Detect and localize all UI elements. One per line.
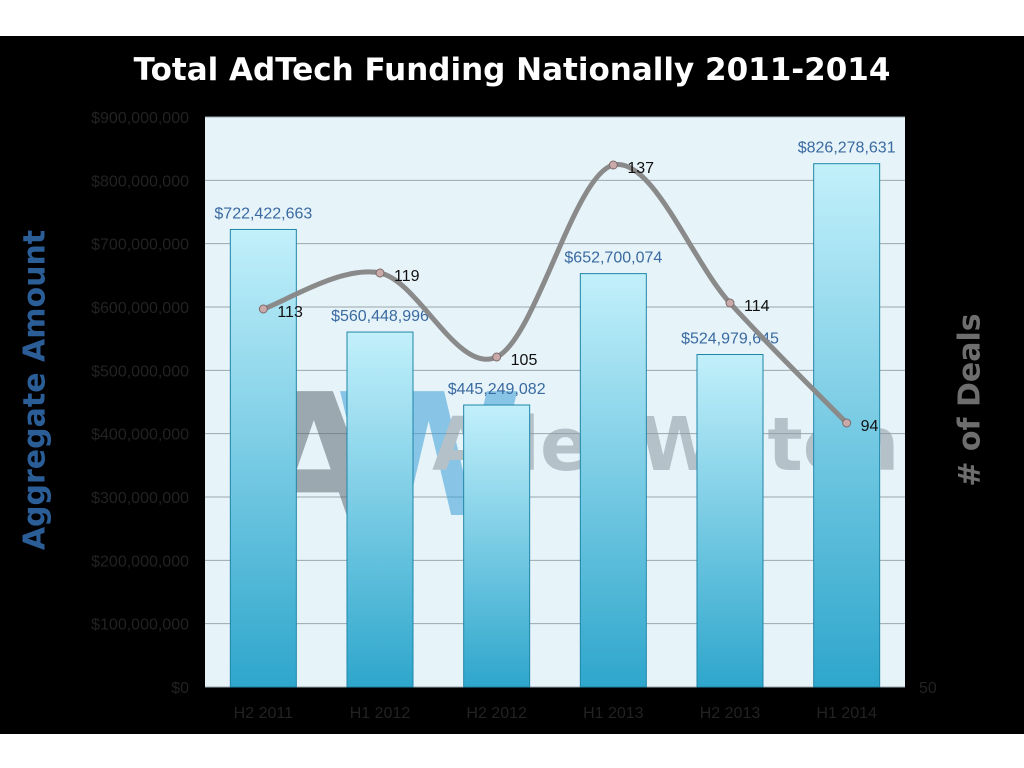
deals-value-label: 94	[861, 418, 879, 435]
bar-value-label: $652,700,074	[564, 250, 662, 267]
bar	[579, 273, 647, 688]
y-tick-label: $200,000,000	[91, 553, 189, 570]
chart-title: Total AdTech Funding Nationally 2011-201…	[133, 52, 891, 88]
bar	[696, 354, 764, 688]
bar-value-label: $722,422,663	[214, 205, 312, 222]
bar	[463, 404, 531, 688]
x-tick-label: H1 2013	[583, 705, 644, 722]
deals-value-label: 113	[277, 304, 303, 321]
y-tick-label: $0	[171, 680, 189, 697]
deals-value-label: 105	[511, 352, 538, 369]
bar	[346, 331, 414, 688]
y-tick-label: $500,000,000	[91, 363, 189, 380]
deals-point	[375, 268, 385, 278]
deals-point	[492, 352, 502, 362]
deals-point	[258, 304, 268, 314]
deals-point	[608, 160, 618, 170]
y-tick-label: $300,000,000	[91, 490, 189, 507]
y-tick-label: $800,000,000	[91, 173, 189, 190]
bar-value-label: $445,249,082	[448, 381, 546, 398]
deals-value-label: 137	[627, 160, 654, 177]
deals-point	[725, 298, 735, 308]
x-tick-label: H2 2012	[466, 705, 527, 722]
y-tick-label: $100,000,000	[91, 617, 189, 634]
x-tick-label: H2 2013	[700, 705, 761, 722]
y-tick-label: $900,000,000	[91, 110, 189, 127]
bar-value-label: $826,278,631	[798, 140, 896, 157]
y-tick-label: $600,000,000	[91, 300, 189, 317]
x-tick-label: H2 2011	[234, 705, 293, 722]
x-tick-label: H1 2014	[816, 705, 877, 722]
bar-value-label: $524,979,645	[681, 331, 779, 348]
y-tick-label: $400,000,000	[91, 427, 189, 444]
bar-value-label: $560,448,996	[331, 308, 429, 325]
x-tick-label: H1 2012	[350, 705, 411, 722]
y-tick-label: $700,000,000	[91, 237, 189, 254]
deals-value-label: 114	[744, 298, 770, 315]
plot-area	[205, 117, 905, 687]
deals-point	[842, 418, 852, 428]
deals-value-label: 119	[394, 268, 420, 285]
y2-tick-label: 50	[919, 680, 937, 697]
